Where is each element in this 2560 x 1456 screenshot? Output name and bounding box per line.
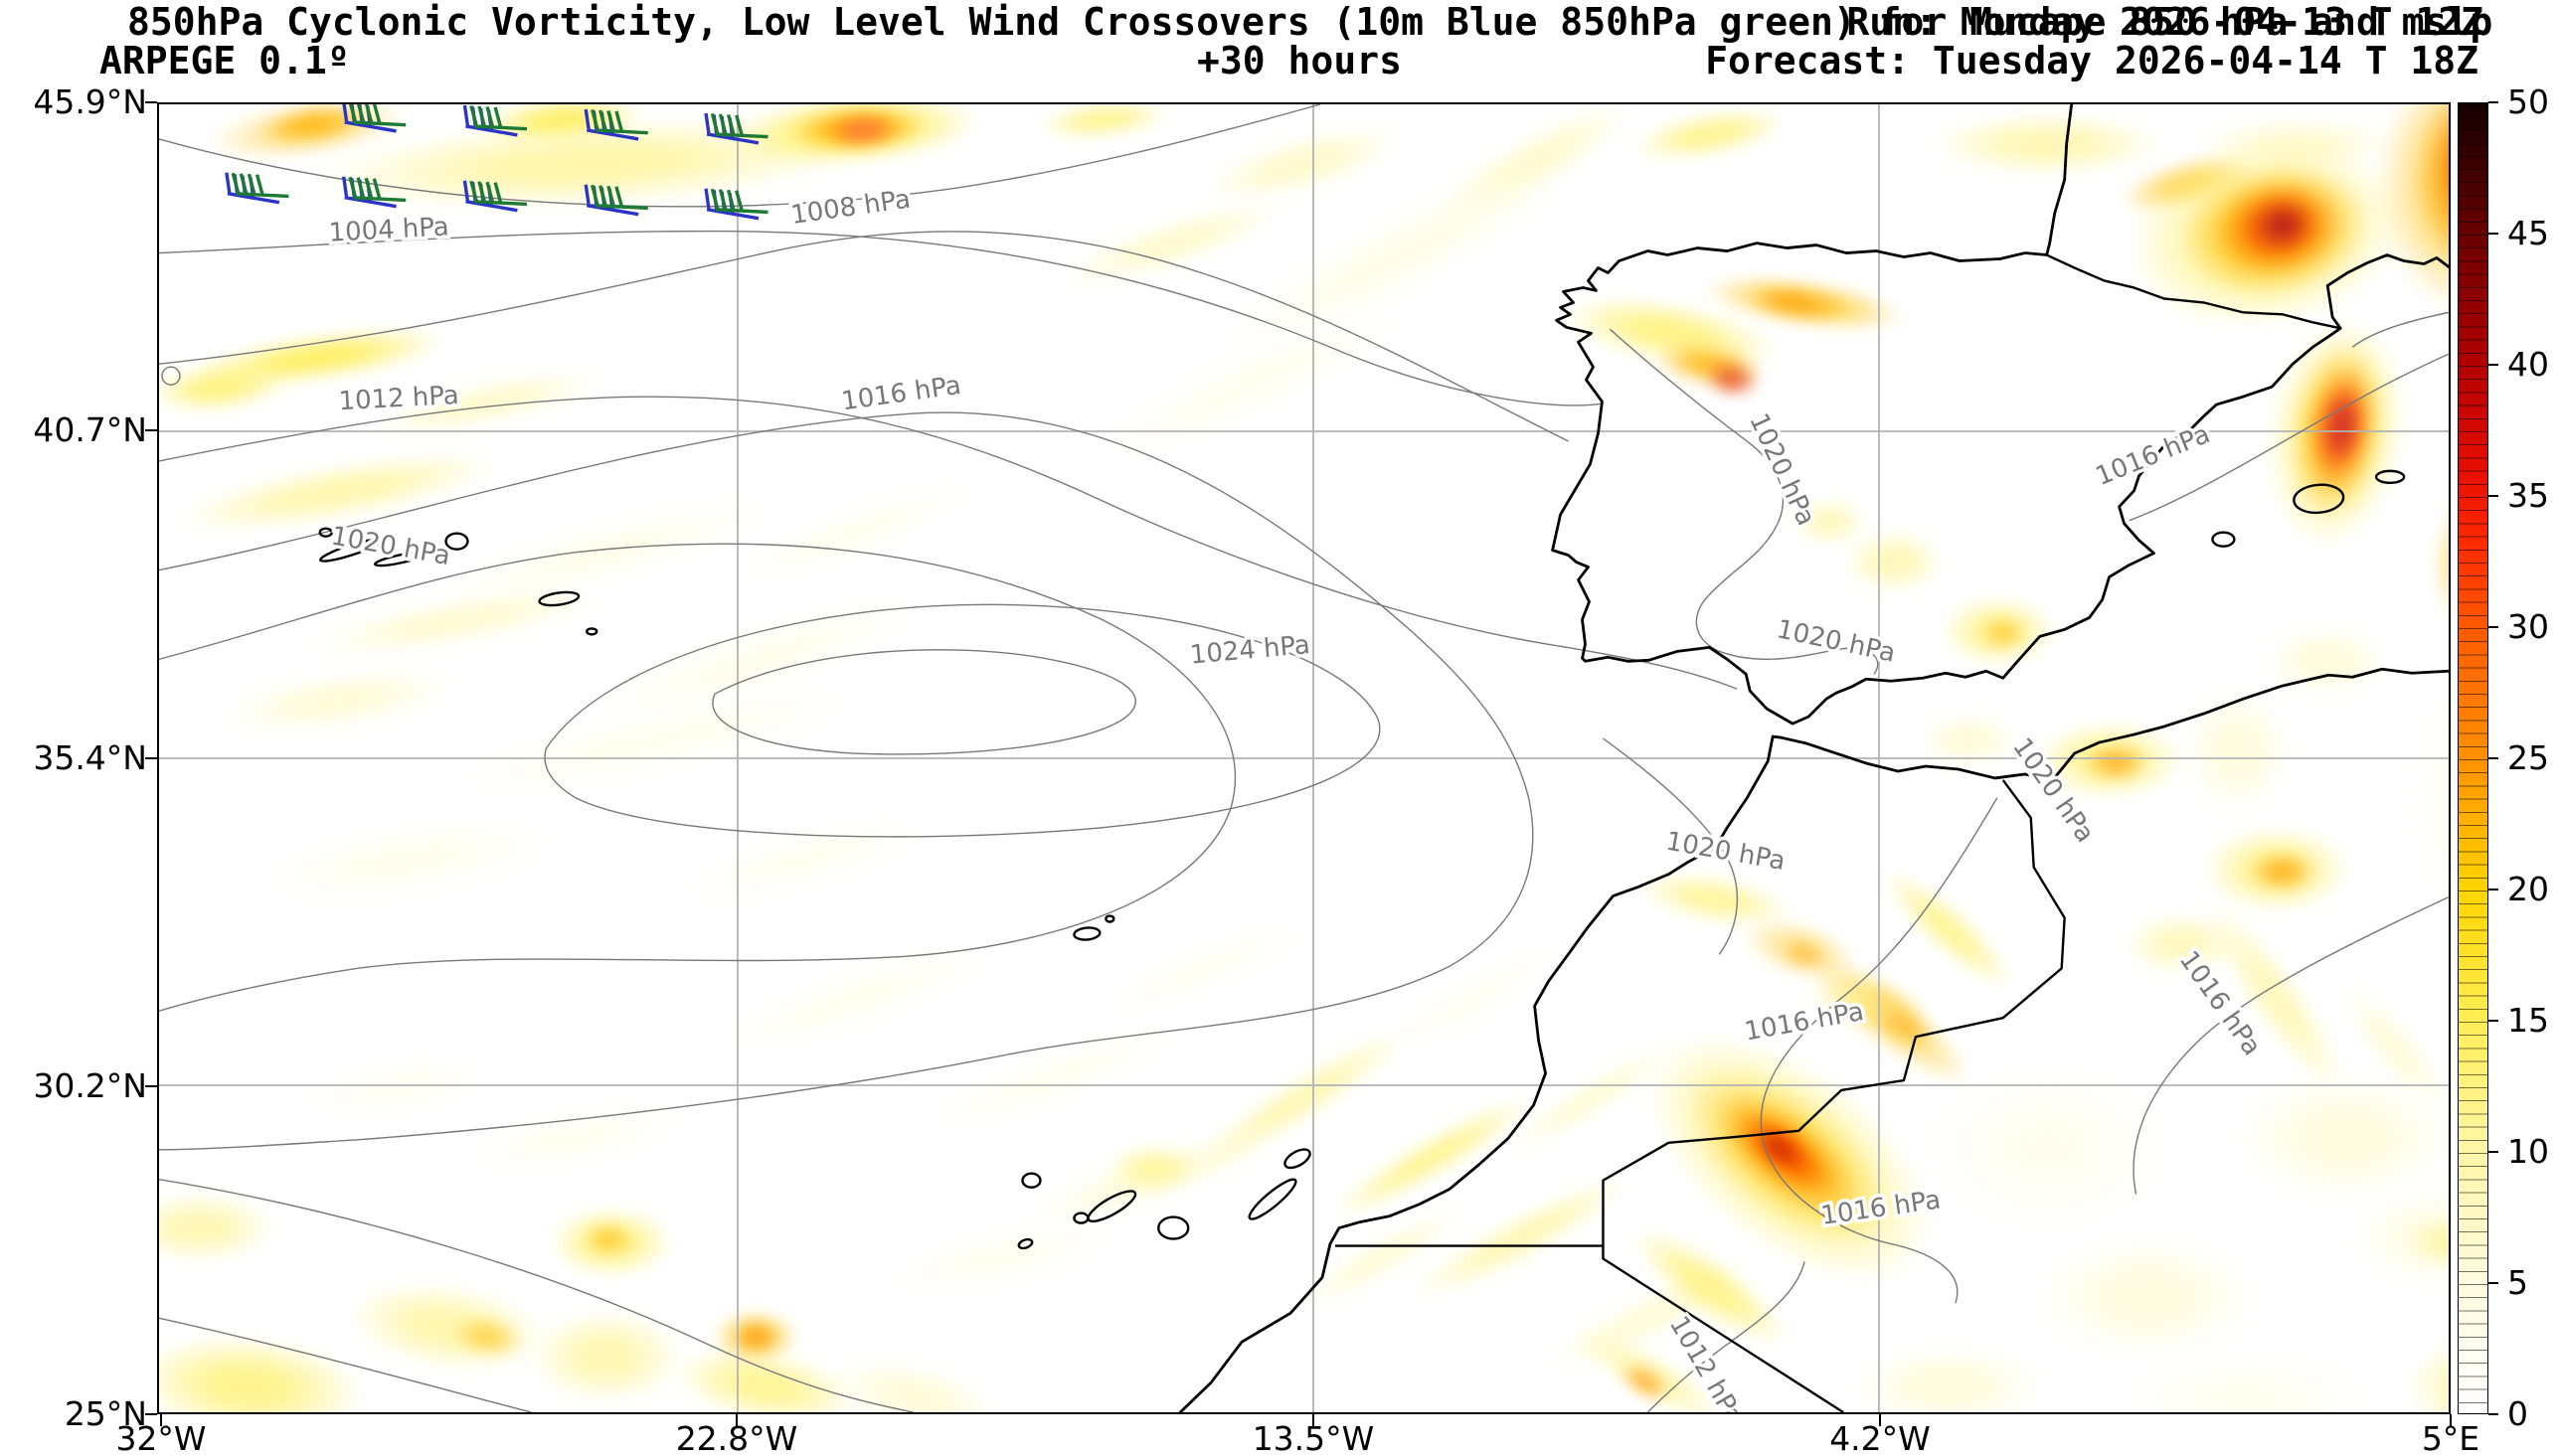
lead-time-label: +30 hours — [1197, 39, 1402, 82]
vorticity-shading-layer — [159, 104, 2449, 1412]
vorticity-blob — [2247, 616, 2406, 706]
colorbar-tick-label: 5 — [2507, 1263, 2528, 1302]
vorticity-blob — [1899, 1049, 2197, 1247]
isobar-label: 1016 hPa — [2092, 419, 2215, 492]
map-canvas: 1004 hPa 1008 hPa 1012 hPa 1016 hPa 1020 hPa… — [157, 102, 2451, 1414]
colorbar-tick — [2488, 1151, 2498, 1153]
colorbar-tick — [2488, 233, 2498, 235]
lat-tick — [145, 1413, 157, 1416]
wind-barb-850hpa-icon — [469, 104, 528, 131]
vorticity-blob — [579, 1220, 638, 1258]
isobar-label: 1012 hPa — [338, 381, 459, 416]
lat-tick-label: 25°N — [64, 1394, 147, 1433]
iberia-france-coastline — [1551, 104, 2449, 726]
colorbar-tick-label: 0 — [2507, 1394, 2528, 1433]
isobar-label: 1024 hPa — [1189, 630, 1311, 670]
wind-barb-pair — [341, 176, 407, 209]
colorbar-tick — [2488, 626, 2498, 628]
colorbar-tick-label: 20 — [2507, 870, 2549, 908]
isobar-label: 1020 hPa — [1663, 827, 1787, 878]
colorbar-tick-label: 30 — [2507, 607, 2549, 646]
isobar-label: 1008 hPa — [789, 184, 913, 231]
colorbar-tick-label: 25 — [2507, 738, 2549, 777]
wind-barb-pair — [225, 172, 289, 205]
colorbar — [2458, 102, 2488, 1414]
north-africa-coastline — [1178, 667, 2449, 1412]
isobar-label: 1012 hPa — [1663, 1311, 1750, 1412]
wind-barb-850hpa-icon — [231, 172, 289, 199]
isobar-label: 1004 hPa — [328, 212, 449, 247]
isobar-label: 1016 hPa — [1819, 1185, 1943, 1231]
wind-barb-850hpa-icon — [348, 176, 407, 203]
lat-tick-label: 35.4°N — [33, 738, 147, 777]
wind-barb-850hpa-icon — [710, 188, 768, 215]
lon-tick — [736, 1414, 739, 1426]
graticule — [159, 104, 2449, 1412]
wind-barb-850hpa-icon — [590, 184, 648, 211]
lat-tick — [145, 101, 157, 104]
isobar-label: 1020 hPa — [2006, 732, 2100, 848]
isobar-label: 1016 hPa — [840, 371, 963, 417]
isobar-label: 1016 hPa — [2173, 946, 2267, 1061]
model-label: ARPEGE 0.1º — [99, 39, 350, 82]
colorbar-tick — [2488, 101, 2498, 103]
wind-barb-850hpa-icon — [590, 108, 648, 135]
colorbar-tick-label: 15 — [2507, 1001, 2549, 1040]
colorbar-tick — [2488, 757, 2498, 759]
colorbar-tick-label: 10 — [2507, 1132, 2549, 1171]
vorticity-blob — [1094, 1138, 1213, 1198]
forecast-label: Forecast: Tuesday 2026-04-14 T 18Z — [1705, 39, 2478, 82]
colorbar-tick-label: 40 — [2507, 345, 2549, 384]
lat-tick-label: 30.2°N — [33, 1066, 147, 1105]
lon-tick — [160, 1414, 163, 1426]
lat-tick-label: 45.9°N — [33, 82, 147, 121]
lon-tick — [1312, 1414, 1315, 1426]
vorticity-blob — [1780, 492, 1879, 552]
wind-barb-pair — [704, 188, 768, 221]
colorbar-tick — [2488, 364, 2498, 366]
colorbar-tick-label: 45 — [2507, 214, 2549, 252]
colorbar-tick — [2488, 889, 2498, 890]
wind-barb-850hpa-icon — [469, 180, 528, 207]
wind-barb-pair — [342, 104, 407, 133]
lon-tick — [1879, 1414, 1882, 1426]
wind-barb-pair — [462, 104, 528, 137]
colorbar-tick — [2488, 495, 2498, 497]
wind-barb-pair — [584, 108, 648, 141]
isobar-labels: 1004 hPa 1008 hPa 1012 hPa 1016 hPa 1020 hPa… — [324, 181, 2270, 1412]
lat-tick — [145, 429, 157, 432]
wind-barb-pair — [584, 184, 648, 217]
vorticity-blob — [1973, 613, 2033, 653]
vorticity-blob — [2239, 847, 2324, 896]
lat-tick — [145, 757, 157, 760]
colorbar-tick — [2488, 1020, 2498, 1022]
lat-tick-label: 40.7°N — [33, 410, 147, 449]
run-label: Run: Monday 2026-04-13 T 12Z — [1846, 0, 2483, 44]
colorbar-segments — [2459, 103, 2487, 1413]
wind-barb-pair — [704, 112, 768, 145]
isobar-label: 1016 hPa — [1743, 997, 1866, 1048]
islands — [318, 469, 2406, 1250]
morocco-algeria-border — [1602, 779, 2066, 1412]
vorticity-blob — [2446, 104, 2449, 229]
vorticity-blob — [1904, 706, 2033, 775]
colorbar-tick-label: 35 — [2507, 476, 2549, 515]
page-title: 850hPa Cyclonic Vorticity, Low Level Win… — [127, 0, 2493, 44]
map-lines-layer: 1004 hPa 1008 hPa 1012 hPa 1016 hPa 1020 hPa… — [159, 104, 2449, 1412]
colorbar-tick-label: 50 — [2507, 82, 2549, 121]
colorbar-tick — [2488, 1413, 2498, 1415]
vorticity-blob — [1829, 1337, 2068, 1412]
wind-barb-layer — [225, 104, 768, 221]
colorbar-tick — [2488, 1282, 2498, 1284]
lat-tick — [145, 1085, 157, 1088]
coastlines — [1178, 104, 2449, 1412]
lon-tick — [2450, 1414, 2453, 1426]
wind-barb-pair — [462, 180, 528, 213]
isobar-contours — [159, 104, 2449, 1412]
pyrenees-border — [2046, 253, 2341, 330]
wind-barb-850hpa-icon — [710, 112, 768, 139]
wind-barb-850hpa-icon — [348, 104, 407, 127]
